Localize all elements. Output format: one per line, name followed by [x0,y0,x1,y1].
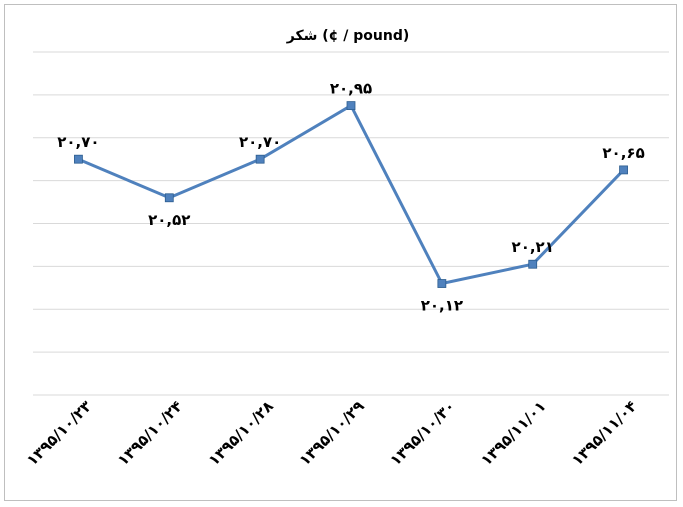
data-point [74,154,83,164]
data-label: ۲۰,۵۲ [148,211,190,229]
x-tick-label: ۱۳۹۵/۱۱/۰۱ [477,397,549,469]
data-point [437,279,447,288]
x-tick-labels: ۱۳۹۵/۱۰/۲۳ ۱۳۹۵/۱۰/۲۴ ۱۳۹۵/۱۰/۲۸ ۱۳۹۵/۱۰/۲۹… [23,397,640,469]
line-chart: شکر (¢ / pound) ۲۰,۷۰ ۲۰,۵۲ ۲۰,۷۰ ۲۰,۹۵ ۲۰,۱… [23,28,669,469]
data-label: ۲۰,۷۰ [57,133,99,151]
series-line-layer [77,104,625,285]
data-point [619,165,628,175]
data-point [346,101,356,110]
series-line [77,104,625,285]
data-markers [74,101,628,288]
data-labels: ۲۰,۷۰ ۲۰,۵۲ ۲۰,۷۰ ۲۰,۹۵ ۲۰,۱۲ ۲۰,۲۱ ۲۰,۶۵ [57,80,644,315]
data-label: ۲۰,۹۵ [330,80,372,98]
data-label: ۲۰,۷۰ [239,133,281,151]
data-label: ۲۰,۶۵ [602,144,644,162]
data-label: ۲۰,۲۱ [512,238,554,256]
x-tick-label: ۱۳۹۵/۱۰/۳۰ [386,397,458,469]
data-point [528,259,538,269]
gridlines [33,51,669,396]
chart-title: شکر (¢ / pound) [286,28,410,44]
x-tick-label: ۱۳۹۵/۱۱/۰۴ [568,397,640,469]
x-tick-label: ۱۳۹۵/۱۰/۲۴ [114,397,186,469]
data-point [255,154,265,164]
x-tick-label: ۱۳۹۵/۱۰/۲۹ [296,397,368,469]
x-tick-label: ۱۳۹۵/۱۰/۲۳ [23,397,95,469]
chart-frame: شکر (¢ / pound) ۲۰,۷۰ ۲۰,۵۲ ۲۰,۷۰ ۲۰,۹۵ ۲۰,۱… [4,4,677,501]
data-point [164,193,174,203]
data-label: ۲۰,۱۲ [421,297,463,315]
x-tick-label: ۱۳۹۵/۱۰/۲۸ [205,397,277,469]
